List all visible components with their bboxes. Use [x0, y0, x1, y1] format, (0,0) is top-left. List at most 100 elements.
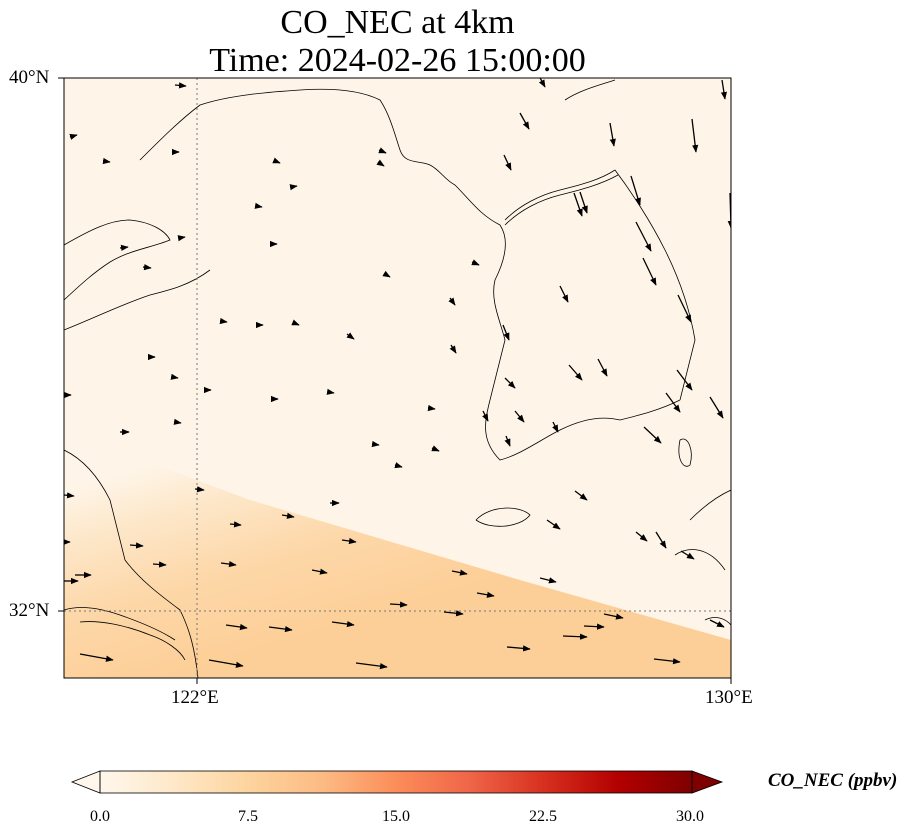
wind-arrow	[562, 633, 588, 640]
gridlines	[64, 78, 731, 678]
wind-arrow	[709, 619, 725, 628]
wind-arrow	[504, 377, 516, 389]
coastline-bohai	[64, 219, 171, 301]
coastline-shandong	[64, 269, 211, 331]
wind-arrow	[635, 531, 648, 542]
wind-arrow	[451, 569, 468, 576]
wind-arrow	[609, 122, 616, 147]
wind-arrow	[635, 221, 652, 252]
wind-arrow	[326, 388, 335, 395]
coastline-jeju	[475, 507, 531, 527]
wind-arrow	[371, 440, 380, 448]
colorbar-tick-15: 15.0	[382, 808, 410, 825]
wind-arrow	[597, 358, 608, 377]
wind-arrow	[268, 625, 293, 633]
wind-arrow	[449, 344, 457, 354]
wind-arrow	[331, 620, 355, 628]
wind-arrow	[482, 410, 489, 422]
wind-arrow	[69, 133, 78, 140]
wind-arrow	[142, 264, 152, 271]
lat-label-32n: 32°N	[9, 600, 50, 621]
wind-arrow	[559, 285, 569, 303]
wind-arrow	[170, 373, 179, 380]
colorbar-frame	[99, 770, 693, 794]
wind-arrow	[720, 79, 727, 100]
wind-arrow	[102, 157, 111, 165]
wind-arrow	[64, 492, 75, 499]
coastline-korea-west	[454, 184, 681, 461]
map-title: CO_NEC at 4km	[280, 4, 515, 41]
wind-arrow	[341, 537, 357, 545]
wind-arrow	[376, 159, 385, 167]
wind-arrow	[573, 192, 583, 217]
co-high-band	[64, 430, 731, 678]
wind-arrow	[291, 319, 300, 326]
wind-arrow	[254, 202, 263, 209]
wind-arrow	[519, 112, 530, 130]
wind-arrow	[574, 490, 588, 501]
wind-arrow	[630, 175, 641, 206]
wind-arrow	[311, 568, 328, 575]
wind-arrow	[676, 369, 693, 391]
wind-arrow	[79, 653, 114, 662]
wind-arrow	[219, 317, 228, 325]
colorbar-tick-30: 30.0	[676, 808, 704, 825]
wind-arrow	[129, 542, 144, 549]
coastline-korea-northeast	[564, 79, 616, 101]
wind-arrow	[152, 561, 167, 568]
wind-arrow	[665, 392, 681, 413]
wind-arrow	[568, 364, 583, 381]
wind-arrow	[504, 435, 511, 447]
wind-arrow	[709, 396, 724, 419]
colorbar-min-extension	[70, 770, 101, 794]
colorbar-title: CO_NEC (ppbv)	[768, 770, 898, 791]
coastline-liaodong	[139, 88, 456, 186]
wind-arrow	[272, 157, 281, 164]
wind-arrow	[346, 332, 355, 340]
wind-arrow	[281, 512, 295, 519]
wind-arrow	[389, 601, 408, 608]
wind-arrow	[378, 147, 387, 154]
wind-arrow	[642, 257, 657, 286]
wind-arrow	[355, 662, 388, 670]
wind-arrow	[382, 270, 391, 278]
wind-arrow	[448, 297, 456, 306]
coastline-jiangsu	[64, 449, 199, 678]
wind-arrow	[476, 591, 495, 598]
wind-arrow	[538, 78, 546, 88]
lat-label-40n: 40°N	[9, 67, 50, 88]
lon-label-130e: 130°E	[705, 687, 753, 708]
lon-label-122e: 122°E	[171, 687, 219, 708]
wind-arrow	[427, 404, 436, 412]
wind-arrow	[603, 613, 624, 620]
wind-arrow	[653, 658, 681, 665]
colorbar-tick-7-5: 7.5	[238, 808, 258, 825]
wind-arrow	[220, 560, 237, 568]
wind-arrow	[583, 623, 605, 630]
wind-arrow	[289, 184, 298, 191]
wind-arrow	[394, 462, 403, 469]
wind-arrow	[174, 82, 187, 89]
map-subtitle: Time: 2024-02-26 15:00:00	[209, 42, 586, 79]
wind-arrow	[677, 294, 692, 323]
wind-arrow	[502, 324, 510, 341]
wind-arrow	[194, 486, 205, 493]
wind-arrow	[431, 445, 440, 452]
wind-arrow	[552, 421, 559, 433]
colorbar-fill	[100, 771, 692, 793]
wind-arrow	[225, 623, 248, 631]
coastline-tsushima	[678, 438, 692, 467]
wind-arrow	[680, 550, 695, 560]
wind-arrow	[503, 154, 512, 171]
colorbar-tick-0: 0.0	[90, 808, 110, 825]
wind-arrow	[506, 645, 531, 652]
coastline-border	[504, 169, 619, 226]
wind-arrow	[655, 531, 667, 549]
wind-arrow	[471, 259, 480, 266]
wind-arrow	[514, 410, 525, 423]
wind-arrow	[208, 659, 244, 668]
coastlines	[64, 79, 731, 678]
wind-arrow	[173, 418, 182, 425]
wind-arrow	[691, 118, 699, 153]
